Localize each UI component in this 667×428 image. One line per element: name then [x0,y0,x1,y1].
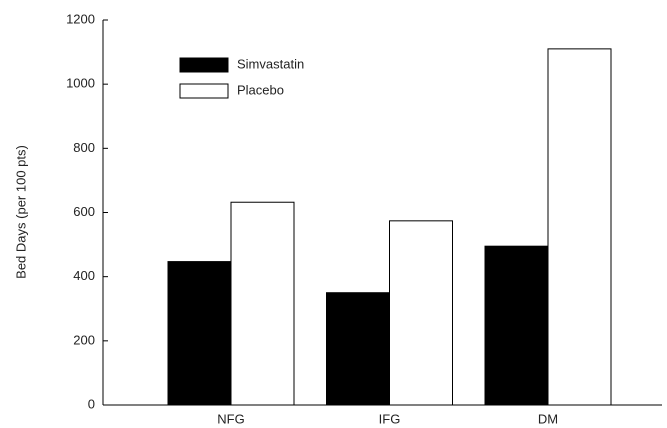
x-tick-label: DM [538,411,558,426]
bar [547,48,612,406]
legend-swatch [179,57,229,73]
y-tick-label: 400 [73,268,95,283]
y-axis-label: Bed Days (per 100 pts) [13,145,28,279]
y-tick-label: 200 [73,332,95,347]
x-tick-label: IFG [379,411,401,426]
y-tick-label: 600 [73,204,95,219]
bar [230,201,295,406]
bar [326,292,390,406]
y-tick-label: 0 [88,396,95,411]
bar [389,220,453,406]
y-tick-label: 800 [73,140,95,155]
bar [484,245,549,406]
bar [167,261,232,406]
y-tick-label: 1200 [66,11,95,26]
legend-label: Simvastatin [237,56,304,71]
legend-swatch [179,83,229,99]
x-tick-label: NFG [217,411,244,426]
y-tick-label: 1000 [66,76,95,91]
legend-label: Placebo [237,82,284,97]
